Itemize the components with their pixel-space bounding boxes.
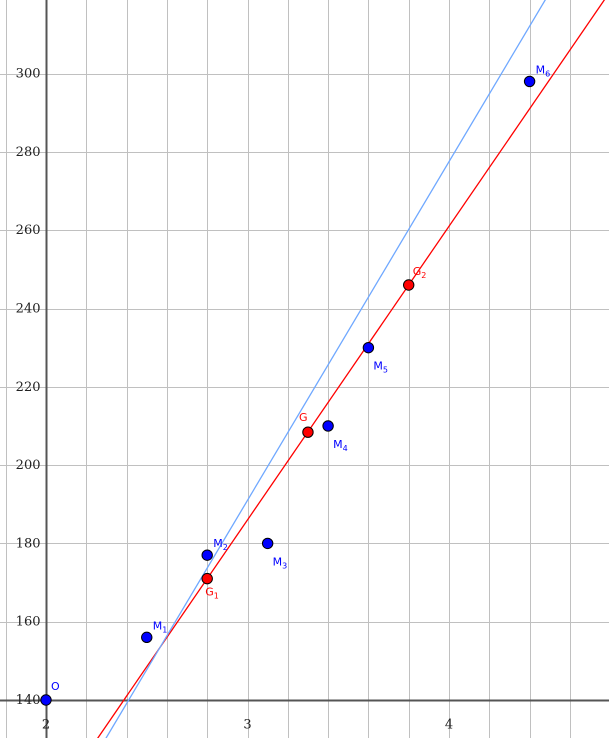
data-points: O M1 M2 M3 M4 M5 M6 G1 G G2	[40, 63, 551, 706]
point-label: M2	[213, 537, 228, 552]
point-label: M1	[153, 619, 168, 634]
y-tick-label: 300	[16, 67, 41, 82]
point-m4[interactable]: M4	[322, 420, 348, 453]
point-label: O	[51, 680, 60, 693]
y-tick-label: 280	[16, 145, 41, 160]
x-tick-label: 2	[42, 718, 50, 733]
point-label: M5	[373, 360, 388, 375]
y-tick-label: 260	[16, 223, 41, 238]
tick-labels: 140 160 180 200 220 240 260 280 300 2 3 4	[16, 67, 453, 733]
point-o[interactable]: O	[40, 680, 60, 706]
point-label: M4	[333, 438, 348, 453]
y-tick-label: 160	[16, 615, 41, 630]
point-g1[interactable]: G1	[201, 572, 219, 601]
point-m6[interactable]: M6	[523, 63, 551, 88]
y-tick-label: 240	[16, 302, 41, 317]
point-label: G1	[205, 586, 219, 601]
y-tick-label: 200	[16, 458, 41, 473]
point-m5[interactable]: M5	[362, 341, 388, 375]
point-label: G	[299, 411, 308, 424]
y-tick-label: 140	[16, 693, 41, 708]
point-g[interactable]: G	[299, 411, 314, 438]
point-label: G2	[413, 265, 427, 280]
point-label: M3	[273, 555, 288, 570]
y-tick-label: 180	[16, 536, 41, 551]
y-tick-label: 220	[16, 380, 41, 395]
x-tick-label: 3	[243, 718, 251, 733]
x-tick-label: 4	[445, 718, 453, 733]
point-label: M6	[536, 63, 551, 78]
point-g2[interactable]: G2	[403, 265, 427, 291]
